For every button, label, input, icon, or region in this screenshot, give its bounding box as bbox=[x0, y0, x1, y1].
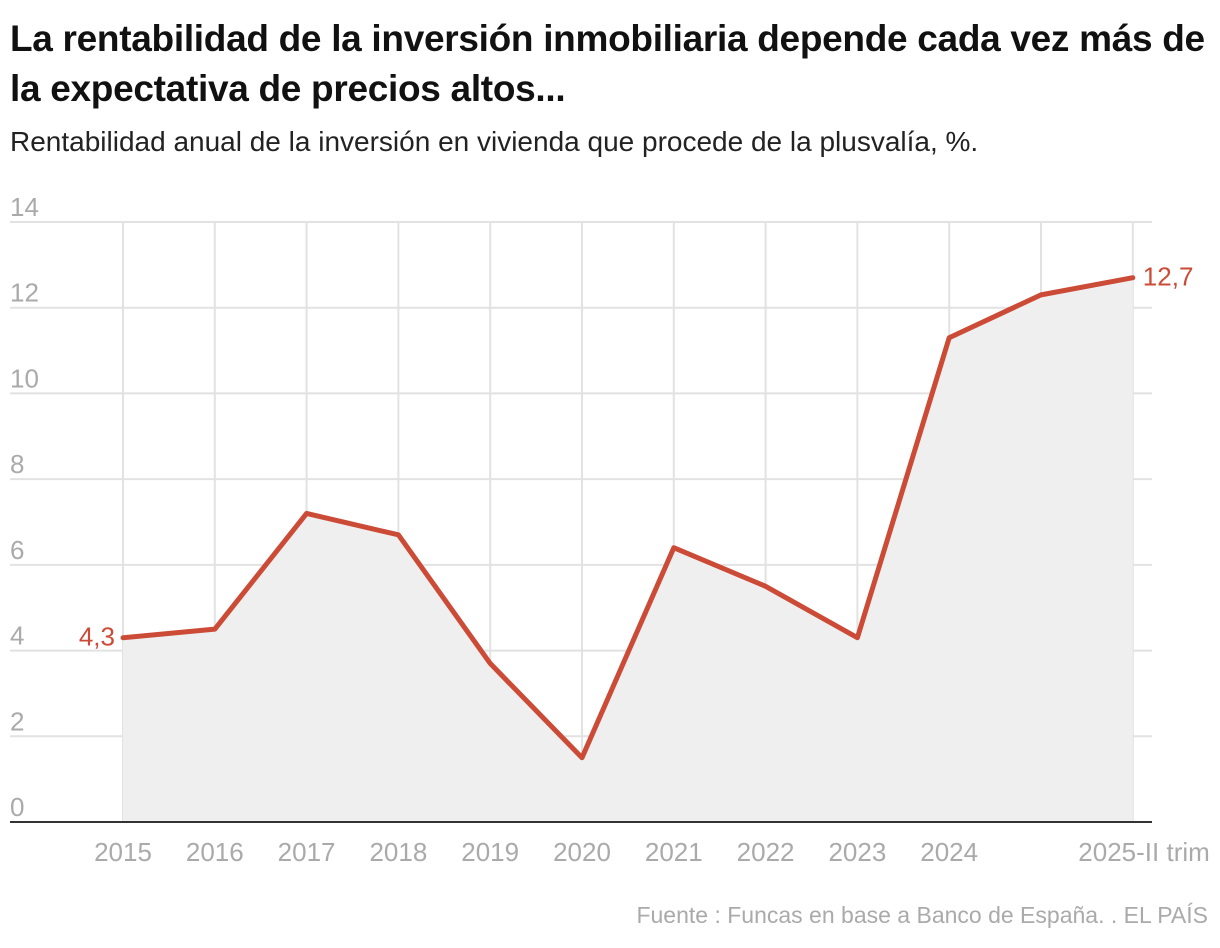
data-label-last: 12,7 bbox=[1143, 262, 1194, 292]
x-tick-label: 2016 bbox=[186, 837, 244, 867]
x-tick-label: 2017 bbox=[278, 837, 336, 867]
chart-title: La rentabilidad de la inversión inmobili… bbox=[10, 18, 1205, 109]
y-tick-label: 0 bbox=[10, 792, 24, 822]
x-tick-label: 2018 bbox=[369, 837, 427, 867]
x-tick-label: 2015 bbox=[94, 837, 152, 867]
x-tick-label: 2019 bbox=[461, 837, 519, 867]
source-note: Fuente : Funcas en base a Banco de Españ… bbox=[636, 902, 1208, 928]
x-tick-label: 2021 bbox=[645, 837, 703, 867]
x-tick-label: 2022 bbox=[737, 837, 795, 867]
x-tick-label: 2025-II trim bbox=[1078, 837, 1210, 867]
y-tick-label: 14 bbox=[10, 192, 39, 222]
y-tick-label: 12 bbox=[10, 278, 39, 308]
data-line bbox=[120, 275, 1136, 761]
y-tick-label: 8 bbox=[10, 449, 24, 479]
y-tick-label: 6 bbox=[10, 535, 24, 565]
data-label-first: 4,3 bbox=[79, 622, 115, 652]
y-tick-label: 2 bbox=[10, 706, 24, 736]
x-tick-label: 2024 bbox=[920, 837, 978, 867]
chart-subtitle: Rentabilidad anual de la inversión en vi… bbox=[10, 126, 979, 157]
x-tick-label: 2023 bbox=[828, 837, 886, 867]
x-tick-label: 2020 bbox=[553, 837, 611, 867]
y-tick-label: 4 bbox=[10, 621, 24, 651]
area-fill bbox=[123, 277, 1133, 822]
y-tick-label: 10 bbox=[10, 363, 39, 393]
